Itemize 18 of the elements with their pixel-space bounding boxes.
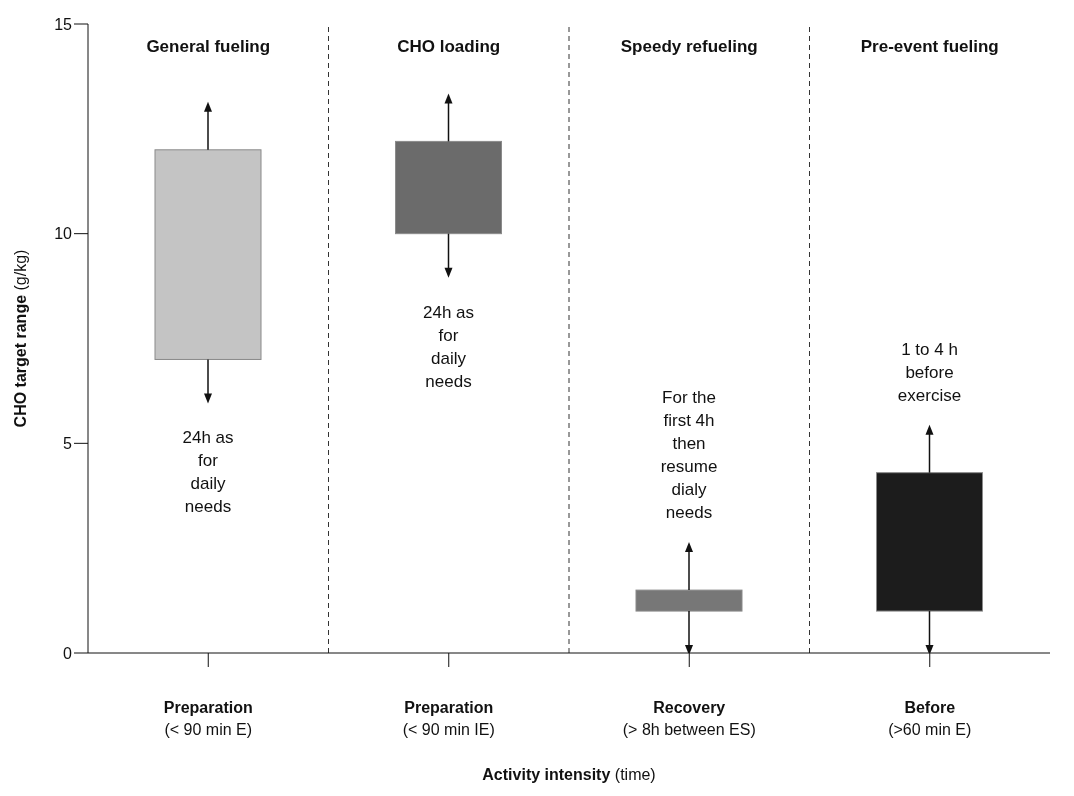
y-tick-label: 5	[63, 435, 73, 453]
y-tick-label: 10	[54, 225, 73, 243]
annotation: 1 to 4 h before exercise	[897, 339, 962, 405]
y-tick-label: 0	[63, 644, 73, 662]
x-tick-label: Preparation (< 90 min E)	[163, 699, 253, 738]
x-tick-label: Preparation (< 90 min IE)	[402, 699, 495, 738]
y-tick-label: 15	[54, 15, 73, 33]
x-axis-title: Activity intensity (time)	[482, 766, 656, 783]
x-tick-label: Recovery (> 8h between ES)	[622, 699, 756, 738]
annotation: 24h as for daily needs	[182, 428, 234, 517]
annotation: Pre-event fueling	[860, 37, 999, 56]
y-axis-title: CHO target range (g/kg)	[12, 249, 29, 428]
annotation: For the first 4h then resume dialy needs	[660, 388, 718, 523]
x-tick-label: Before (>60 min E)	[888, 699, 972, 738]
annotation: CHO loading	[397, 37, 501, 56]
annotation: General fueling	[146, 37, 271, 56]
annotation: Speedy refueling	[620, 37, 758, 56]
annotation: 24h as for daily needs	[422, 302, 475, 391]
